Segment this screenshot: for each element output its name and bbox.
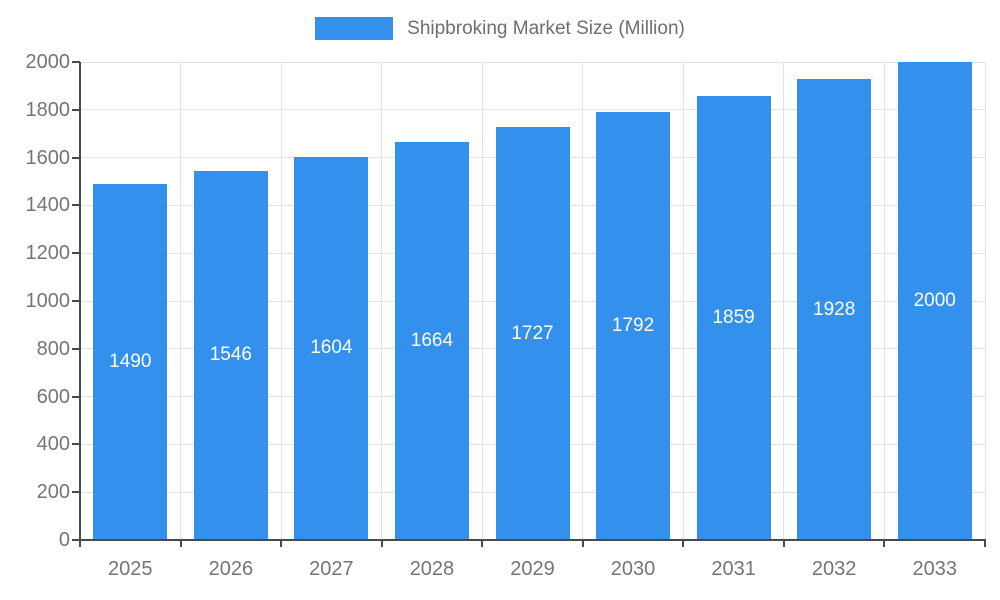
x-axis-label: 2030	[610, 558, 656, 580]
y-axis-label: 1200	[25, 242, 71, 265]
bar: 1859	[696, 95, 771, 540]
bar: 1546	[193, 170, 268, 540]
x-axis-label: 2026	[208, 558, 254, 580]
x-tick	[581, 540, 584, 547]
v-gridline	[682, 62, 684, 540]
y-axis-label: 800	[36, 337, 70, 360]
bar: 1792	[596, 111, 671, 540]
v-gridline	[180, 62, 182, 540]
bar: 2000	[897, 62, 972, 540]
x-axis-label: 2033	[912, 558, 957, 580]
chart-title: Shipbroking Market Size (Million)	[407, 17, 685, 39]
bar-value-label: 1490	[109, 350, 152, 372]
x-axis-label: 2029	[510, 558, 555, 580]
bar-value-label: 1727	[511, 322, 554, 344]
bar: 1727	[495, 127, 570, 540]
y-tick	[72, 204, 80, 207]
y-axis-line	[79, 62, 81, 542]
bar: 1604	[294, 156, 369, 540]
bar-value-label: 1792	[611, 314, 655, 336]
x-axis-label: 2027	[309, 558, 354, 580]
x-tick	[984, 540, 986, 547]
v-gridline	[481, 62, 483, 540]
x-axis-label: 2025	[108, 558, 153, 580]
x-tick	[682, 540, 685, 547]
y-tick	[72, 443, 80, 446]
y-axis-label: 1000	[25, 290, 71, 312]
y-axis-label: 400	[36, 433, 70, 456]
y-axis-label: 1800	[25, 98, 71, 121]
y-tick	[72, 156, 80, 159]
x-tick	[883, 540, 886, 547]
y-tick	[72, 395, 80, 398]
bar: 1664	[394, 142, 469, 540]
y-tick	[72, 539, 80, 541]
y-axis-label: 1400	[25, 194, 71, 217]
h-gridline	[80, 109, 985, 111]
y-tick	[72, 347, 80, 350]
v-gridline	[984, 62, 986, 540]
x-axis-label: 2031	[711, 558, 756, 580]
y-axis-label: 200	[36, 481, 70, 504]
x-axis-label: 2032	[811, 558, 857, 580]
y-axis-label: 2000	[25, 51, 71, 73]
bar-value-label: 1546	[209, 344, 252, 366]
legend-swatch-icon	[315, 17, 394, 40]
bar-value-label: 1859	[712, 306, 755, 328]
v-gridline	[883, 62, 885, 540]
x-tick	[380, 540, 383, 547]
h-gridline	[80, 61, 985, 63]
x-tick	[280, 540, 283, 547]
x-tick	[179, 540, 182, 547]
v-gridline	[381, 62, 383, 540]
bar-value-label: 2000	[913, 290, 956, 311]
y-tick	[72, 108, 80, 111]
y-tick	[72, 252, 80, 255]
bar: 1928	[797, 79, 872, 540]
v-gridline	[582, 62, 584, 540]
y-axis-label: 0	[58, 529, 70, 551]
y-tick	[72, 61, 80, 63]
v-gridline	[280, 62, 282, 540]
bar-value-label: 1664	[410, 330, 454, 352]
v-gridline	[783, 62, 785, 540]
x-axis-line	[79, 539, 986, 541]
bar: 1490	[93, 183, 168, 540]
bar-value-label: 1604	[310, 337, 353, 359]
y-axis-label: 1600	[25, 146, 71, 169]
x-tick	[782, 540, 785, 547]
x-tick	[481, 540, 484, 547]
y-tick	[72, 491, 80, 494]
x-tick	[79, 540, 81, 547]
x-axis-label: 2028	[409, 558, 455, 580]
y-axis-label: 600	[36, 385, 70, 408]
bar-value-label: 1928	[813, 298, 856, 320]
chart-legend: Shipbroking Market Size (Million)	[0, 17, 1000, 40]
y-tick	[72, 300, 80, 302]
